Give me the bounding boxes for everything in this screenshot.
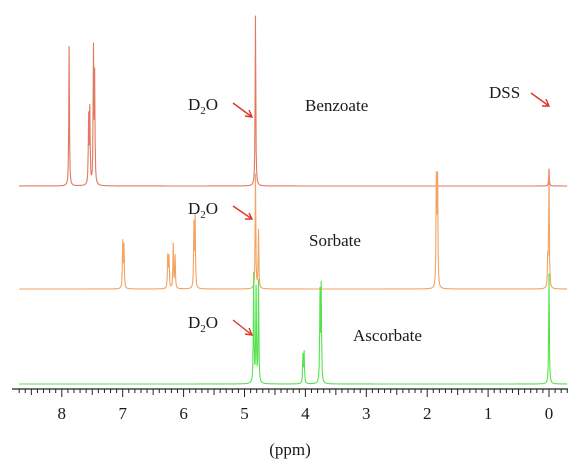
x-tick-label: 0 bbox=[545, 404, 554, 423]
ascorbate-label: Ascorbate bbox=[353, 326, 422, 345]
d2o-sub: 2 bbox=[200, 323, 206, 335]
d2o-arrow-ascorbate bbox=[232, 319, 254, 336]
spectrum-line-ascorbate bbox=[19, 271, 568, 385]
benzoate-label: Benzoate bbox=[305, 96, 368, 115]
x-tick-label: 6 bbox=[179, 404, 188, 423]
d2o-arrow-benzoate bbox=[232, 102, 254, 118]
dss-label: DSS bbox=[489, 83, 520, 102]
x-tick-label: 1 bbox=[484, 404, 493, 423]
svg-text:D2O: D2O bbox=[188, 95, 218, 117]
d2o-sub: 2 bbox=[200, 209, 206, 221]
x-tick-label: 8 bbox=[58, 404, 67, 423]
d2o-annotation-sorbate: D2O bbox=[188, 199, 254, 221]
x-tick-label: 5 bbox=[240, 404, 249, 423]
d2o-d: D bbox=[188, 313, 200, 332]
d2o-annotation-ascorbate: D2O bbox=[188, 313, 254, 336]
x-tick-label: 7 bbox=[118, 404, 127, 423]
x-tick-label: 3 bbox=[362, 404, 371, 423]
x-axis-ticks: 8 7 6 5 4 3 2 1 0 bbox=[18, 389, 568, 423]
d2o-annotation-benzoate: D2O bbox=[188, 95, 254, 118]
sorbate-label: Sorbate bbox=[309, 231, 361, 250]
d2o-o: O bbox=[206, 199, 218, 218]
d2o-o: O bbox=[206, 313, 218, 332]
d2o-d: D bbox=[188, 199, 200, 218]
d2o-sub: 2 bbox=[200, 105, 206, 117]
svg-text:D2O: D2O bbox=[188, 313, 218, 335]
dss-arrow bbox=[530, 92, 551, 107]
spectra-layer bbox=[19, 15, 568, 385]
d2o-arrow-sorbate bbox=[232, 205, 254, 220]
spectrum-line-benzoate bbox=[19, 15, 568, 187]
svg-text:D2O: D2O bbox=[188, 199, 218, 221]
d2o-d: D bbox=[188, 95, 200, 114]
spectrum-line-sorbate bbox=[19, 171, 568, 290]
dss-annotation: DSS bbox=[489, 83, 551, 107]
d2o-o: O bbox=[206, 95, 218, 114]
x-tick-label: 4 bbox=[301, 404, 310, 423]
x-axis-label: (ppm) bbox=[269, 440, 311, 459]
x-tick-label: 2 bbox=[423, 404, 432, 423]
